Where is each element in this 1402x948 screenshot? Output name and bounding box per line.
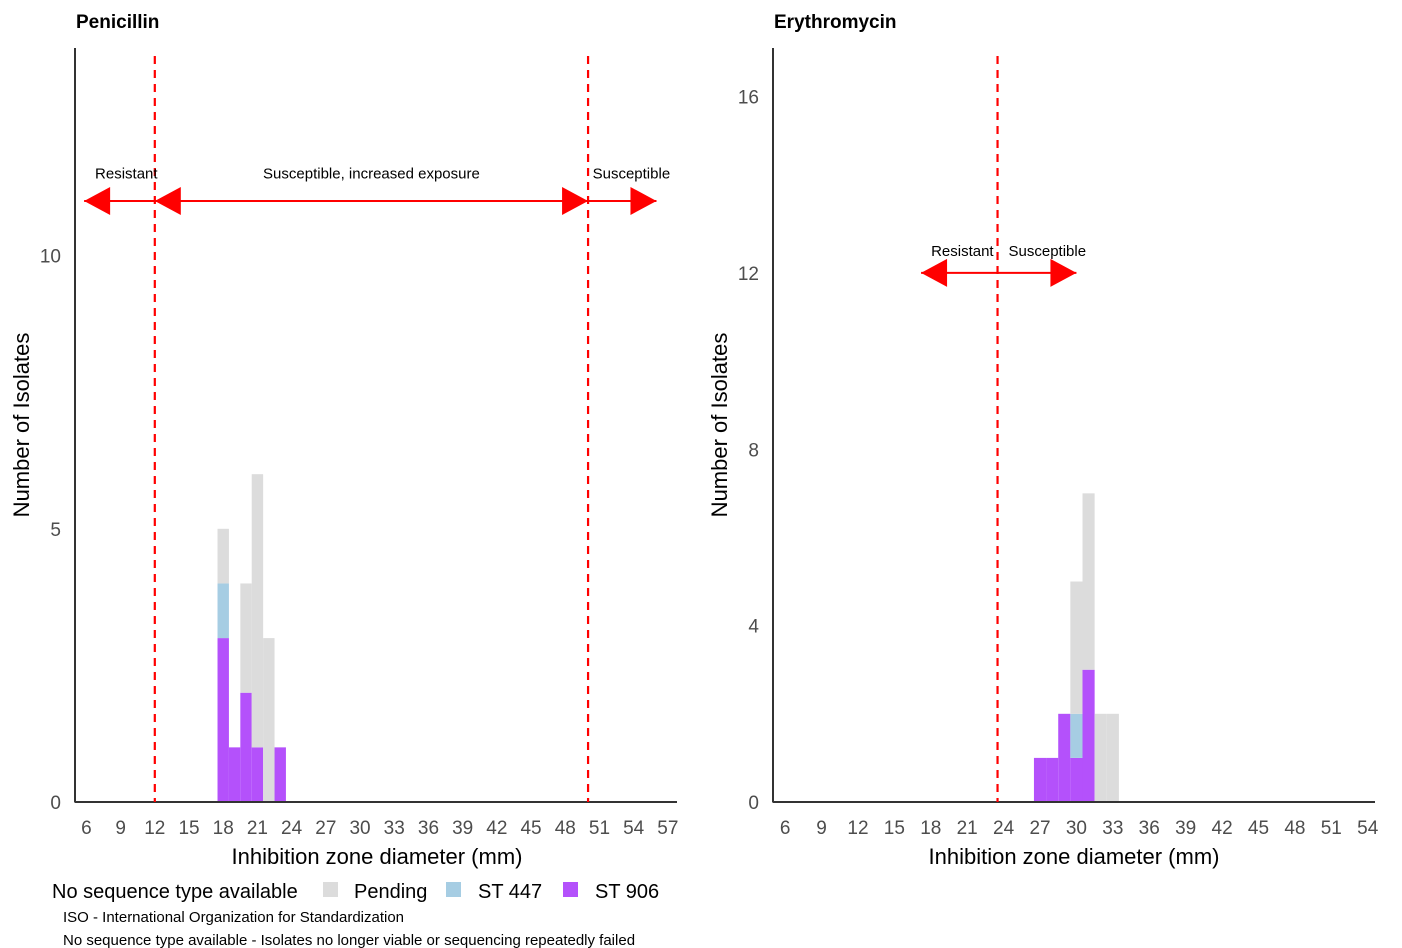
erythromycin-y-tick-label: 12 [738, 264, 759, 285]
erythromycin-arrow-head [921, 258, 948, 287]
penicillin-bar-st906-19 [228, 747, 241, 802]
erythromycin-bar-st447-30 [1070, 713, 1083, 758]
penicillin-arrow-head [154, 186, 181, 215]
penicillin-bar-st447-18 [217, 583, 229, 639]
legend-label-st447: ST 447 [478, 881, 542, 903]
erythromycin-x-tick-label: 18 [920, 818, 941, 839]
footnote-no-sequence: No sequence type available - Isolates no… [63, 932, 635, 948]
footnote-iso: ISO - International Organization for Sta… [63, 909, 404, 926]
erythromycin-x-tick-label: 48 [1284, 818, 1305, 839]
legend-label-st906: ST 906 [595, 881, 659, 903]
penicillin-annotation-susceptible-increased-exposure: Susceptible, increased exposure [263, 166, 480, 183]
penicillin-bar-pending-21 [251, 474, 264, 748]
legend-label-no-sequence: No sequence type available [52, 881, 298, 903]
erythromycin-x-tick-label: 30 [1066, 818, 1087, 839]
erythromycin-x-tick-label: 24 [993, 818, 1015, 839]
penicillin-arrow-head [630, 186, 657, 215]
erythromycin-bar-st906-27 [1033, 757, 1047, 802]
penicillin-x-tick-label: 30 [349, 818, 370, 839]
erythromycin-y-tick-label: 16 [738, 88, 759, 109]
erythromycin-arrow-head [1050, 258, 1077, 287]
erythromycin-x-axis-label: Inhibition zone diameter (mm) [928, 844, 1219, 869]
penicillin-x-tick-label: 6 [81, 818, 92, 839]
penicillin-y-tick-label: 5 [50, 520, 61, 541]
erythromycin-x-tick-label: 12 [847, 818, 868, 839]
penicillin-x-tick-label: 54 [623, 818, 645, 839]
erythromycin-panel: Erythromycin Number of Isolates Inhibiti… [707, 12, 1379, 869]
erythromycin-x-tick-label: 54 [1357, 818, 1379, 839]
penicillin-y-axis-label: Number of Isolates [9, 333, 34, 518]
erythromycin-x-tick-label: 45 [1248, 818, 1269, 839]
erythromycin-x-tick-label: 51 [1321, 818, 1342, 839]
legend-label-pending: Pending [354, 881, 427, 903]
erythromycin-x-tick-label: 9 [816, 818, 827, 839]
legend: No sequence type available Pending ST 44… [52, 881, 659, 903]
penicillin-x-tick-label: 18 [213, 818, 234, 839]
penicillin-title: Penicillin [76, 12, 159, 33]
penicillin-y-tick-label: 0 [50, 793, 61, 814]
penicillin-x-axis-label: Inhibition zone diameter (mm) [231, 844, 522, 869]
penicillin-arrow-head [84, 186, 111, 215]
erythromycin-bar-st906-31 [1082, 669, 1095, 802]
erythromycin-bar-st906-30 [1070, 757, 1083, 802]
erythromycin-bar-pending-31 [1082, 493, 1095, 670]
penicillin-bar-st906-21 [251, 747, 264, 802]
penicillin-x-tick-label: 12 [144, 818, 165, 839]
erythromycin-x-tick-label: 21 [957, 818, 978, 839]
penicillin-x-tick-label: 39 [452, 818, 473, 839]
penicillin-x-tick-label: 57 [657, 818, 678, 839]
penicillin-x-tick-label: 21 [247, 818, 268, 839]
penicillin-x-tick-label: 36 [418, 818, 439, 839]
penicillin-panel: Penicillin Number of Isolates Inhibition… [9, 12, 678, 869]
penicillin-x-tick-label: 9 [115, 818, 126, 839]
penicillin-bar-pending-22 [263, 638, 275, 802]
penicillin-bar-st906-20 [240, 692, 252, 802]
erythromycin-bar-pending-33 [1106, 713, 1119, 802]
erythromycin-x-tick-label: 6 [780, 818, 791, 839]
penicillin-x-tick-label: 45 [520, 818, 541, 839]
penicillin-bar-st906-18 [217, 638, 229, 802]
erythromycin-x-tick-label: 36 [1139, 818, 1160, 839]
penicillin-x-tick-label: 42 [486, 818, 507, 839]
legend-swatch-st906 [563, 882, 578, 897]
erythromycin-x-tick-label: 42 [1212, 818, 1233, 839]
erythromycin-y-tick-label: 4 [748, 617, 759, 638]
penicillin-x-tick-label: 27 [315, 818, 336, 839]
erythromycin-bar-st906-28 [1046, 757, 1059, 802]
erythromycin-x-tick-label: 39 [1175, 818, 1196, 839]
penicillin-x-tick-label: 51 [589, 818, 610, 839]
erythromycin-y-axis-label: Number of Isolates [707, 333, 732, 518]
penicillin-x-tick-label: 15 [178, 818, 199, 839]
erythromycin-bar-pending-30 [1070, 581, 1083, 714]
legend-swatch-st447 [446, 882, 461, 897]
erythromycin-y-tick-label: 8 [748, 440, 759, 461]
penicillin-annotation-susceptible: Susceptible [593, 166, 671, 183]
penicillin-x-tick-label: 24 [281, 818, 303, 839]
erythromycin-x-tick-label: 33 [1102, 818, 1123, 839]
penicillin-arrow-head [562, 186, 589, 215]
erythromycin-title: Erythromycin [774, 12, 896, 33]
erythromycin-bar-pending-32 [1094, 713, 1107, 802]
penicillin-annotation-resistant: Resistant [95, 166, 158, 183]
erythromycin-x-tick-label: 27 [1029, 818, 1050, 839]
penicillin-bar-pending-18 [217, 528, 229, 584]
erythromycin-x-tick-label: 15 [884, 818, 905, 839]
erythromycin-y-tick-label: 0 [748, 793, 759, 814]
penicillin-x-tick-label: 33 [384, 818, 405, 839]
erythromycin-annotation-resistant: Resistant [931, 243, 994, 260]
erythromycin-bar-st906-29 [1058, 713, 1071, 802]
legend-swatch-pending [323, 882, 338, 897]
erythromycin-annotation-susceptible: Susceptible [1009, 243, 1087, 260]
penicillin-bar-st906-23 [274, 747, 286, 802]
penicillin-bar-pending-20 [240, 583, 252, 693]
penicillin-x-tick-label: 48 [555, 818, 576, 839]
penicillin-y-tick-label: 10 [40, 247, 61, 268]
